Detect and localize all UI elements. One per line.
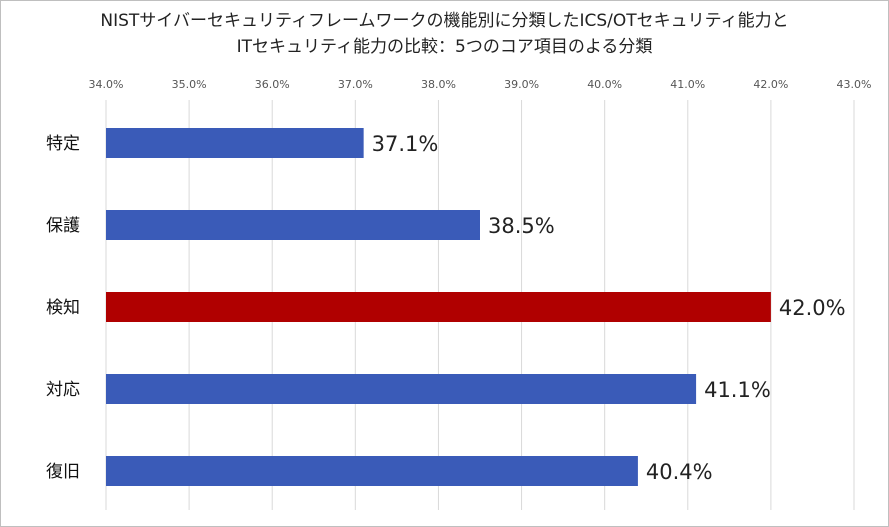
- x-tick-label: 43.0%: [837, 78, 872, 91]
- data-label: 41.1%: [704, 378, 771, 402]
- bar: [106, 456, 638, 486]
- chart-title: NISTサイバーセキュリティフレームワークの機能別に分類したICS/OTセキュリ…: [0, 8, 889, 60]
- category-label: 復旧: [46, 462, 80, 482]
- category-label: 特定: [46, 134, 80, 154]
- data-label: 38.5%: [488, 214, 555, 238]
- x-tick-label: 40.0%: [587, 78, 622, 91]
- bar: [106, 292, 771, 322]
- x-tick-label: 35.0%: [172, 78, 207, 91]
- x-tick-label: 38.0%: [421, 78, 456, 91]
- chart-title-line-1: NISTサイバーセキュリティフレームワークの機能別に分類したICS/OTセキュリ…: [100, 11, 789, 31]
- category-label: 対応: [46, 380, 80, 400]
- x-tick-label: 37.0%: [338, 78, 373, 91]
- x-tick-label: 34.0%: [89, 78, 124, 91]
- data-label: 42.0%: [779, 296, 846, 320]
- category-label: 保護: [46, 216, 80, 236]
- bar: [106, 210, 480, 240]
- chart-title-line-2: ITセキュリティ能力の比較：5つのコア項目のよる分類: [236, 37, 653, 57]
- bar: [106, 374, 697, 404]
- x-tick-label: 41.0%: [670, 78, 705, 91]
- x-tick-label: 39.0%: [504, 78, 539, 91]
- data-label: 37.1%: [372, 132, 439, 156]
- data-label: 40.4%: [646, 460, 713, 484]
- x-tick-label: 36.0%: [255, 78, 290, 91]
- x-tick-label: 42.0%: [753, 78, 788, 91]
- bar: [106, 128, 364, 158]
- category-label: 検知: [46, 298, 80, 318]
